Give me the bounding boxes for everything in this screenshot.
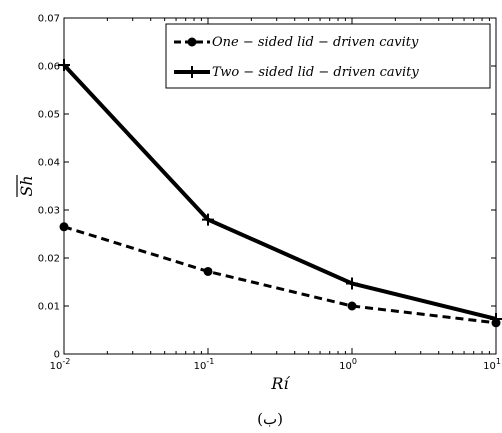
- y-tick-label: 0.05: [38, 110, 60, 121]
- data-point: [202, 213, 214, 226]
- series-line-0: [63, 225, 497, 325]
- x-tick-label: 10-2: [50, 357, 71, 372]
- data-point: [203, 266, 213, 276]
- legend-marker-two-sided: [186, 66, 198, 78]
- x-tick-label: 10-1: [194, 357, 215, 372]
- y-axis-title-text: Sh: [17, 175, 36, 196]
- legend-label-one-sided: One − sided lid − driven cavity: [212, 35, 419, 50]
- legend: One − sided lid − driven cavity Two − si…: [165, 23, 491, 89]
- x-axis-title: Rí: [270, 374, 290, 393]
- y-tick-label: 0: [54, 350, 60, 361]
- x-tick-label: 101: [483, 357, 501, 372]
- legend-box: [165, 23, 491, 89]
- data-point: [59, 222, 69, 232]
- plot-frame: [63, 17, 497, 355]
- legend-label-two-sided: Two − sided lid − driven cavity: [212, 65, 419, 80]
- y-tick-label: 0.06: [38, 62, 60, 73]
- y-tick-label: 0.02: [38, 254, 60, 265]
- data-point: [490, 312, 502, 325]
- y-tick-label: 0.01: [38, 302, 60, 313]
- x-axis: 10-2 10-1 100 101: [50, 18, 501, 372]
- x-tick-label: 100: [339, 357, 357, 372]
- y-axis-title: Sh: [16, 175, 36, 197]
- series-layer: [58, 59, 502, 328]
- y-tick-label: 0.03: [38, 206, 60, 217]
- legend-marker-one-sided: [187, 37, 197, 47]
- figure-caption: (ب): [257, 410, 283, 428]
- data-point: [347, 301, 357, 311]
- y-axis: 0 0.01 0.02 0.03 0.04 0.05 0.06 0.07: [38, 14, 496, 361]
- y-tick-label: 0.07: [38, 14, 60, 25]
- data-point: [58, 59, 70, 72]
- y-tick-label: 0.04: [38, 158, 60, 169]
- series-line-1: [62, 63, 497, 321]
- data-point: [346, 277, 358, 290]
